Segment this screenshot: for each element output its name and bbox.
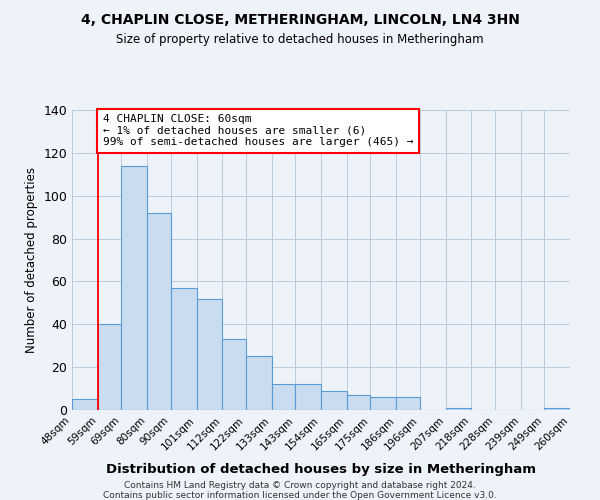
Text: Contains HM Land Registry data © Crown copyright and database right 2024.: Contains HM Land Registry data © Crown c…: [124, 481, 476, 490]
Bar: [246, 356, 272, 410]
Bar: [445, 408, 472, 410]
Bar: [170, 288, 197, 410]
Bar: [370, 397, 396, 410]
Bar: [98, 324, 121, 410]
Bar: [321, 390, 347, 410]
Bar: [72, 400, 98, 410]
Bar: [121, 166, 147, 410]
Y-axis label: Number of detached properties: Number of detached properties: [25, 167, 38, 353]
Bar: [272, 384, 295, 410]
Bar: [223, 340, 246, 410]
Bar: [197, 298, 223, 410]
Text: Contains public sector information licensed under the Open Government Licence v3: Contains public sector information licen…: [103, 491, 497, 500]
Text: 4 CHAPLIN CLOSE: 60sqm
← 1% of detached houses are smaller (6)
99% of semi-detac: 4 CHAPLIN CLOSE: 60sqm ← 1% of detached …: [103, 114, 413, 148]
Bar: [147, 213, 170, 410]
X-axis label: Distribution of detached houses by size in Metheringham: Distribution of detached houses by size …: [106, 463, 536, 476]
Bar: [396, 397, 419, 410]
Text: 4, CHAPLIN CLOSE, METHERINGHAM, LINCOLN, LN4 3HN: 4, CHAPLIN CLOSE, METHERINGHAM, LINCOLN,…: [80, 12, 520, 26]
Bar: [347, 395, 370, 410]
Text: Size of property relative to detached houses in Metheringham: Size of property relative to detached ho…: [116, 32, 484, 46]
Bar: [295, 384, 321, 410]
Bar: [544, 408, 570, 410]
